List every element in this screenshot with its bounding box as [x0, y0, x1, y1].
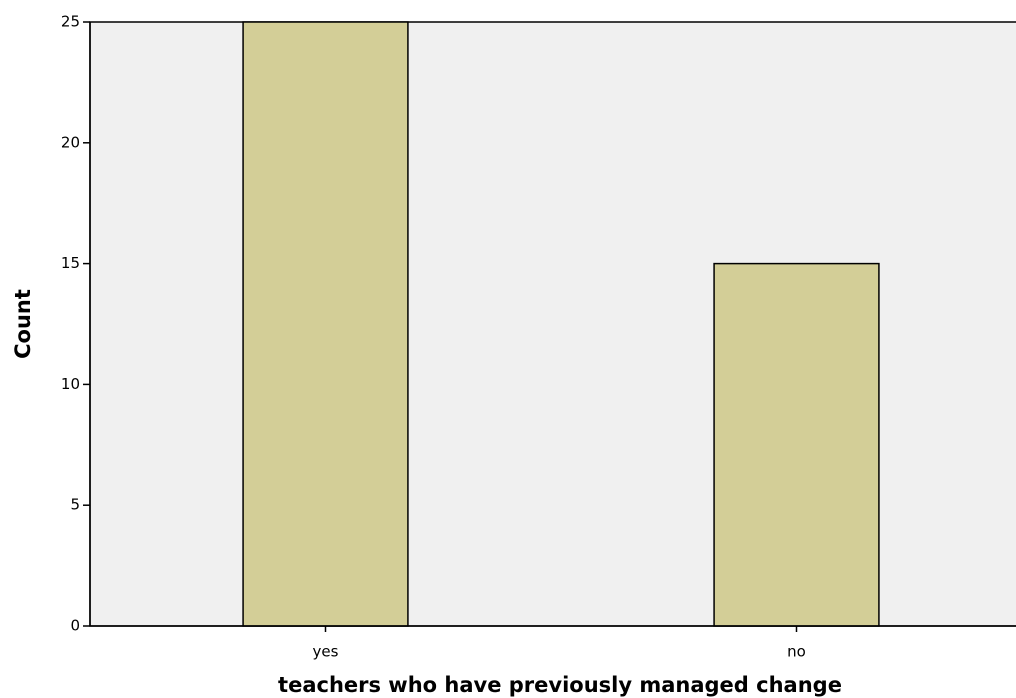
y-tick-label: 20 — [61, 133, 80, 151]
x-tick-label: yes — [313, 643, 339, 661]
bar — [242, 21, 409, 627]
y-tick-label: 5 — [70, 496, 80, 514]
y-tick-label: 0 — [70, 617, 80, 635]
y-tick-label: 25 — [61, 13, 80, 31]
y-tick-label: 10 — [61, 375, 80, 393]
y-axis-title: Count — [11, 289, 35, 359]
x-tick-label: no — [787, 643, 806, 661]
bar — [713, 262, 880, 627]
y-tick-label: 15 — [61, 254, 80, 272]
x-axis-title: teachers who have previously managed cha… — [278, 673, 842, 697]
